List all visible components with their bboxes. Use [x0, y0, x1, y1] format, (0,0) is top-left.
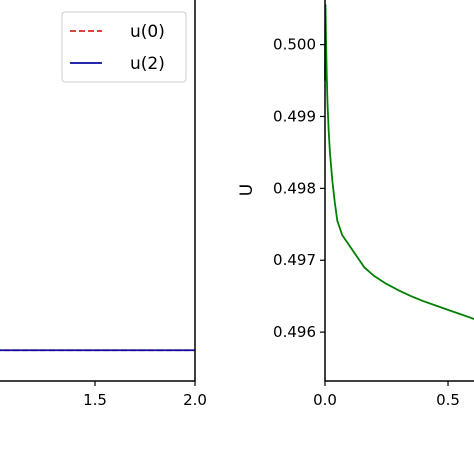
legend-label-u2: u(2): [130, 54, 165, 74]
right-y-ticks: 0.496 0.497 0.498 0.499 0.500: [273, 36, 325, 341]
y-tick-label: 0.497: [273, 251, 316, 269]
legend-box: [61, 11, 187, 83]
x-tick-label: 0.5: [436, 391, 460, 409]
legend-label-u0: u(0): [130, 22, 165, 42]
x-tick-label: 1.5: [83, 391, 107, 409]
left-subplot: 1.5 2.0 u(0) u(2): [0, 0, 207, 409]
series-line-1-0: [324, 4, 474, 321]
x-tick-label: 0.0: [313, 391, 337, 409]
right-axes-frame: [324, 0, 474, 382]
y-tick-label: 0.499: [273, 107, 316, 125]
right-x-ticks: 0.0 0.5: [313, 381, 460, 409]
y-tick-label: 0.498: [273, 179, 316, 197]
left-x-ticks: 1.5 2.0: [83, 381, 207, 409]
right-y-axis-label: U: [237, 184, 257, 196]
x-tick-label: 2.0: [183, 391, 207, 409]
right-subplot: 0.496 0.497 0.498 0.499 0.500 0.0 0.5 U: [237, 0, 474, 409]
y-tick-label: 0.496: [273, 323, 316, 341]
legend: u(0) u(2): [61, 11, 187, 83]
right-series-group: [324, 4, 474, 321]
y-tick-label: 0.500: [273, 36, 316, 54]
